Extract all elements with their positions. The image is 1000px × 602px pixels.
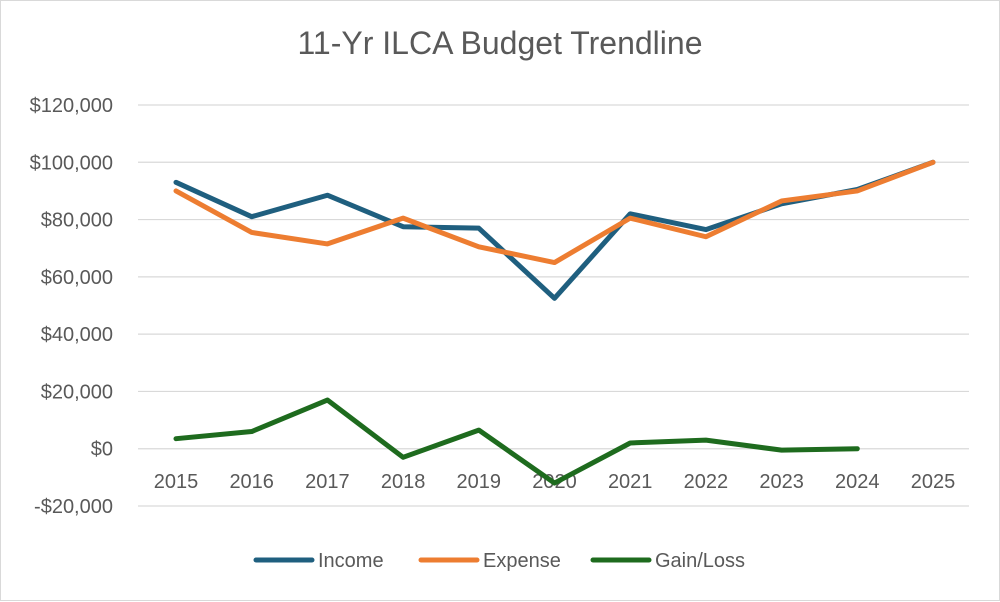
series-line-expense	[173, 159, 936, 266]
y-tick-label: $0	[91, 439, 113, 461]
x-tick-label: 2022	[684, 471, 729, 493]
chart-title: 11-Yr ILCA Budget Trendline	[297, 25, 703, 61]
legend-label-gain-loss: Gain/Loss	[655, 550, 745, 572]
y-tick-label: $40,000	[41, 324, 113, 346]
x-tick-label: 2025	[911, 471, 956, 493]
y-tick-label: -$20,000	[34, 496, 113, 518]
series-line-gain-loss	[173, 397, 860, 486]
x-tick-label: 2019	[457, 471, 502, 493]
x-tick-label: 2015	[154, 471, 199, 493]
x-tick-label: 2023	[759, 471, 804, 493]
x-tick-label: 2018	[381, 471, 426, 493]
legend-label-expense: Expense	[483, 550, 561, 572]
y-tick-label: $60,000	[41, 267, 113, 289]
x-tick-label: 2024	[835, 471, 880, 493]
x-tick-label: 2016	[229, 471, 274, 493]
y-tick-label: $120,000	[30, 95, 113, 117]
legend-label-income: Income	[318, 550, 384, 572]
x-tick-label: 2017	[305, 471, 350, 493]
y-tick-label: $100,000	[30, 152, 113, 174]
x-tick-label: 2021	[608, 471, 653, 493]
y-tick-label: $20,000	[41, 381, 113, 403]
y-tick-label: $80,000	[41, 210, 113, 232]
series-line-income	[173, 159, 936, 301]
